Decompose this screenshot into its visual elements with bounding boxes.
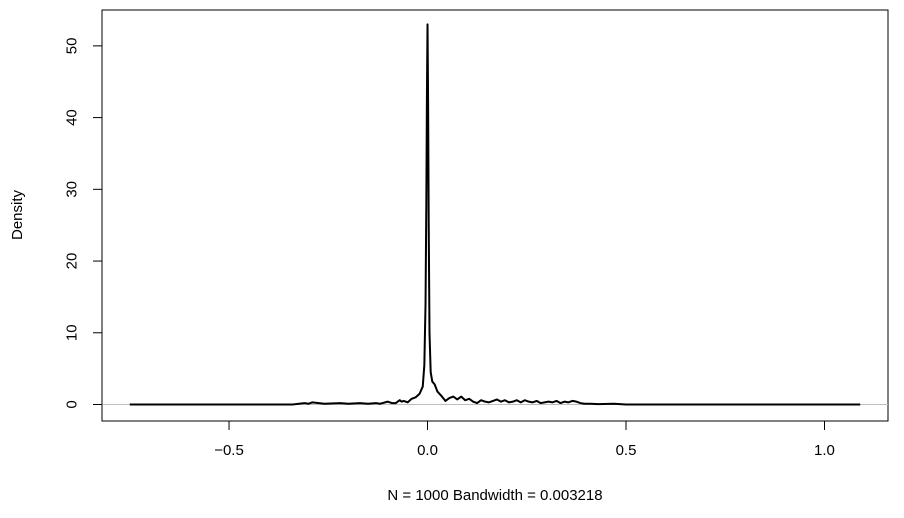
y-tick-label: 0 <box>64 400 81 408</box>
y-tick-label: 30 <box>64 181 81 198</box>
x-axis: −0.5 0.0 0.5 1.0 <box>214 420 835 459</box>
y-tick-label: 50 <box>64 38 81 55</box>
x-tick-label: −0.5 <box>214 442 244 459</box>
x-axis-label: N = 1000 Bandwidth = 0.003218 <box>387 487 602 504</box>
plot-frame <box>101 9 889 422</box>
x-tick-label: 0.0 <box>417 442 438 459</box>
density-curve <box>129 23 861 406</box>
y-tick-label: 10 <box>64 324 81 341</box>
y-axis: 0 10 20 30 40 50 <box>64 38 103 409</box>
y-tick-label: 20 <box>64 253 81 270</box>
y-axis-label: Density <box>9 189 26 240</box>
y-tick-label: 40 <box>64 109 81 126</box>
x-tick-label: 0.5 <box>616 442 637 459</box>
x-tick-label: 1.0 <box>814 442 835 459</box>
